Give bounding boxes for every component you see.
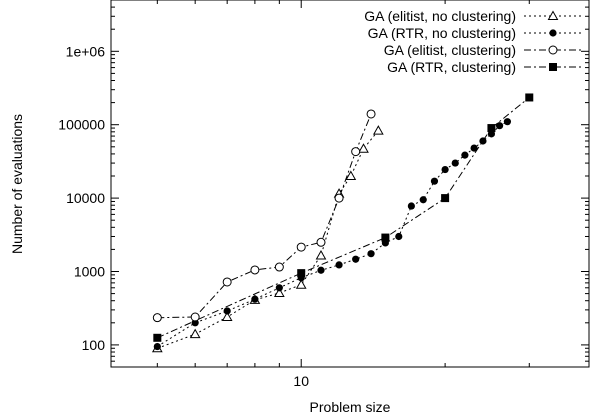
data-point <box>441 194 450 203</box>
data-point <box>335 261 343 269</box>
data-point <box>430 177 439 185</box>
data-point <box>152 313 162 323</box>
data-point <box>352 255 360 263</box>
data-point <box>274 262 284 272</box>
data-point <box>367 250 375 258</box>
data-point <box>479 137 487 145</box>
data-point <box>441 165 449 174</box>
data-point <box>461 151 469 159</box>
data-point <box>358 143 369 153</box>
data-point <box>495 122 504 130</box>
series-line <box>157 121 508 347</box>
y-tick-label: 100 <box>82 337 106 353</box>
legend-sample-marker <box>547 10 559 20</box>
data-point <box>315 250 327 260</box>
data-point <box>372 125 384 135</box>
data-point <box>470 144 478 152</box>
series-line <box>157 130 379 349</box>
data-point <box>153 333 162 342</box>
legend-sample-marker <box>549 63 557 71</box>
data-point <box>222 277 232 287</box>
data-point <box>316 237 326 247</box>
data-point <box>334 193 344 203</box>
y-tick-label: 1e+06 <box>66 43 106 59</box>
legend-label-elitist-no-clustering: GA (elitist, no clustering) <box>364 8 516 24</box>
data-point <box>487 124 496 133</box>
legend-label-elitist-clustering: GA (elitist, clustering) <box>384 42 516 58</box>
data-point <box>407 202 415 210</box>
data-point <box>273 287 285 297</box>
legend-sample-marker <box>549 29 557 37</box>
data-point <box>221 311 233 321</box>
data-point <box>451 159 459 167</box>
x-tick-label: 10 <box>293 373 309 389</box>
y-tick-label: 1000 <box>74 264 105 280</box>
data-point <box>345 170 357 181</box>
data-point <box>250 265 260 275</box>
data-point <box>275 284 283 292</box>
data-point <box>366 109 376 119</box>
x-axis-label: Problem size <box>310 399 391 415</box>
data-point <box>153 342 161 351</box>
legend-sample-marker <box>548 45 558 55</box>
data-point <box>381 233 390 242</box>
data-point <box>525 93 534 102</box>
data-point <box>189 328 201 339</box>
data-point <box>251 295 259 303</box>
axis-ticks: 100 1000 10000 100000 1e+06 10 <box>58 0 589 389</box>
legend-label-rtr-no-clustering: GA (RTR, no clustering) <box>368 25 516 41</box>
series-2 <box>152 109 376 323</box>
series-3 <box>153 93 534 342</box>
series-line <box>157 97 530 339</box>
legend-label-rtr-clustering: GA (RTR, clustering) <box>387 59 516 75</box>
data-point <box>223 307 231 315</box>
data-point <box>317 266 325 274</box>
legend: GA (elitist, no clustering) GA (RTR, no … <box>364 8 582 75</box>
data-point <box>297 269 306 278</box>
series-line <box>157 113 372 319</box>
data-point <box>295 279 307 289</box>
data-point <box>487 130 496 138</box>
y-tick-label: 100000 <box>58 117 105 133</box>
data-point <box>395 232 403 241</box>
series-0 <box>151 125 384 353</box>
y-tick-label: 10000 <box>66 190 105 206</box>
data-point <box>419 196 427 204</box>
y-axis-label: Number of evaluations <box>9 114 25 254</box>
data-point <box>351 147 361 157</box>
plot-area <box>110 0 590 368</box>
data-point <box>296 242 306 252</box>
series-1 <box>153 118 512 351</box>
data-point <box>190 312 200 322</box>
data-point <box>503 118 512 126</box>
series-layer <box>151 93 534 353</box>
